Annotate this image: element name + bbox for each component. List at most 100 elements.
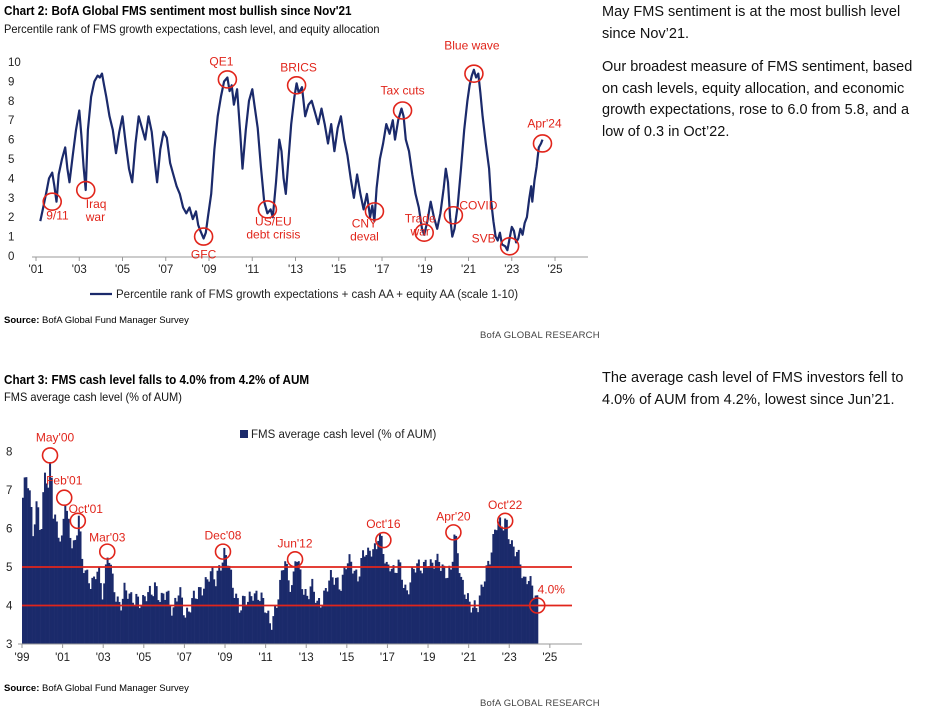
chart3-bar [519,564,522,644]
chart3-bar [199,587,202,644]
chart2-annotation-label: SVB [472,231,496,245]
chart3-bar [160,592,163,644]
chart3-bar [125,590,128,644]
chart2-annotation-circle [443,205,464,225]
chart3-bar [453,534,456,644]
chart3-bar [64,505,67,644]
chart3-bar [527,581,530,644]
chart3-bar [345,569,348,644]
chart3-bar [446,577,449,644]
chart3-bar [106,557,109,644]
chart3-bar [140,604,143,644]
chart3-bar [438,561,441,644]
chart2-annotation-circle [193,227,214,246]
chart3-bar [248,591,251,644]
chart3-bar [165,591,168,644]
chart2-annotation-label: Blue wave [444,40,500,53]
chart3-bar [324,588,327,644]
chart3-bar [262,597,265,644]
chart3-bar [230,569,233,644]
chart3-bar [478,595,481,644]
chart3-bar [128,593,131,644]
chart2-annotation-circle [499,237,520,256]
chart2-annotation-circle [392,101,413,120]
chart3-bar [466,593,469,644]
chart2-y-tick: 1 [8,232,14,244]
chart2-annotation-label: Tax cuts [381,84,425,98]
sidebar-paragraph-1: May FMS sentiment is at the most bullish… [602,4,901,42]
chart3-y-tick: 7 [6,485,12,497]
chart3-bar [143,596,146,644]
chart2-y-tick: 4 [8,173,15,185]
chart3-bar [380,535,383,644]
chart3-bar [312,591,315,644]
chart3-bar [306,595,309,644]
chart3-bar [221,562,224,644]
chart3-bar [175,601,178,644]
chart3-bar [121,598,124,644]
chart3-bar [455,535,458,644]
chart2-x-tick: '23 [504,264,519,276]
chart3-bar [338,589,341,644]
chart2-annotation-label: BRICS [280,60,317,74]
chart2-annotation-circle [217,70,238,89]
chart3-bar [169,605,172,644]
chart3-bar [123,582,126,644]
chart2-y-tick: 8 [8,96,14,108]
chart3-bar [133,605,136,644]
chart2-title: Chart 2: BofA Global FMS sentiment most … [4,3,352,18]
chart3-bar [153,582,156,644]
chart3-bar [219,570,222,644]
chart3-bar [395,573,398,644]
chart3-bar [289,591,292,644]
chart3-bar [378,533,381,644]
chart3-bar [429,559,432,644]
chart3-bar [209,571,212,644]
chart3-bar [439,570,442,644]
chart3-bar [321,604,324,644]
chart2-x-tick: '03 [72,264,87,276]
chart3-bar [362,550,365,644]
chart3-bar [267,610,270,644]
chart3-bar [497,521,500,644]
chart3-bar [213,579,216,644]
chart3-bar [375,549,378,644]
chart3-bar [424,559,427,644]
chart2-annotation-circle [364,202,385,221]
chart2-x-tick: '01 [29,264,44,276]
chart3-source-text: BofA Global Fund Manager Survey [42,683,189,694]
chart3-bars [22,462,539,644]
chart3-bar [316,600,319,644]
chart3-bar [382,554,385,644]
chart3-bar [147,592,150,644]
chart3-bar [309,586,312,644]
chart3-bar [373,543,376,644]
chart3-bar [417,559,420,644]
chart3-bar [272,616,275,644]
chart3-bar [38,529,41,644]
chart3-bar [79,531,82,644]
chart3-bar [522,576,525,644]
chart3-bar [116,596,119,644]
chart3-bar [201,595,204,644]
chart3-bar [436,553,439,644]
chart3-bar [233,597,236,644]
chart3-bar [187,611,190,644]
chart3-bar [253,593,256,644]
chart3-x-tick: '09 [218,652,233,664]
chart3-bar [113,592,116,644]
chart3-bar [138,608,141,644]
chart3-bar [49,462,52,644]
chart3-bar [250,596,253,644]
chart3-bar [514,556,517,644]
chart3-bar [177,595,180,644]
chart3-bar [351,573,354,644]
chart3-bar [504,518,507,644]
chart3-bar [323,590,326,644]
chart2-source-label: Source: [4,315,40,326]
chart3-bar [340,590,343,644]
chart2-y-tick: 5 [8,154,14,166]
chart3-annotation-circle [375,531,392,549]
chart3-bar [492,534,495,644]
chart2-annotation-circle [75,180,96,200]
